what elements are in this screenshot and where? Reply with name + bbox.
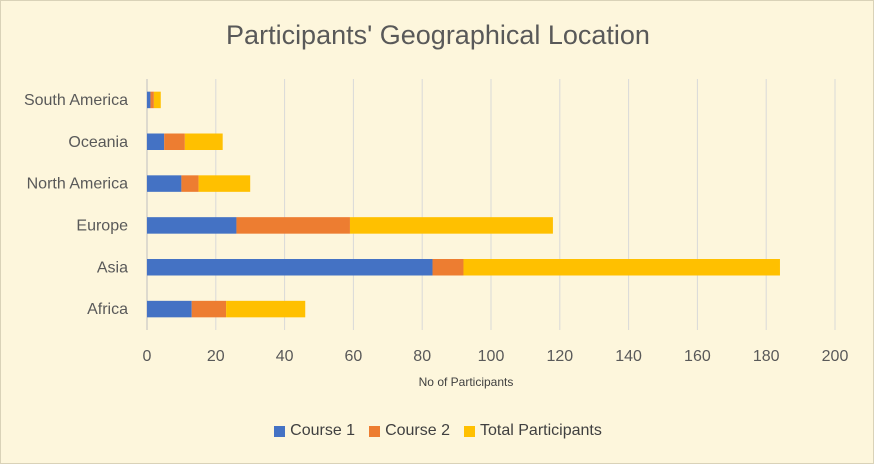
x-tick-label-80: 80 [413,348,431,365]
x-tick-label-140: 140 [615,348,642,365]
y-tick-label-africa: Africa [87,301,128,318]
bar-course-2-europe [236,217,350,234]
bar-course-2-north-america [181,175,199,192]
x-tick-label-0: 0 [143,348,152,365]
bar-course-1-europe [147,217,237,234]
bar-course-1-africa [147,300,192,318]
bar-course-1-oceania [147,133,165,150]
legend-item-total-participants: Total Participants [464,422,602,440]
legend-item-course-1: Course 1 [274,422,355,440]
legend-swatch-course-2 [369,425,381,437]
x-tick-label-100: 100 [478,348,505,365]
bar-total-participants-europe [349,217,553,234]
legend-label-course-1: Course 1 [290,422,356,439]
y-tick-label-north-america: North America [27,176,128,193]
bar-total-participants-asia [463,259,780,276]
legend-label-total-participants: Total Participants [480,422,602,439]
x-tick-label-200: 200 [822,348,849,365]
y-tick-label-south-america: South America [24,92,128,109]
bar-course-2-asia [432,259,464,276]
bar-total-participants-oceania [184,133,223,150]
bar-course-2-south-america [150,91,154,109]
x-tick-label-120: 120 [546,348,573,365]
bar-course-1-north-america [147,175,182,192]
y-tick-label-oceania: Oceania [68,134,128,151]
bar-course-2-oceania [164,133,185,150]
legend-swatch-course-1 [274,425,286,437]
chart-title: Participants' Geographical Location [226,20,650,50]
bar-total-participants-south-america [153,91,161,109]
legend-swatch-total-participants [464,425,475,437]
bar-course-2-africa [191,300,227,318]
x-tick-label-60: 60 [345,348,363,365]
x-tick-label-180: 180 [753,348,780,365]
x-tick-label-160: 160 [684,348,711,365]
x-tick-label-40: 40 [276,348,294,365]
legend: Course 1 Course 2 Total Participants [1,422,874,440]
bar-course-1-asia [147,259,433,276]
bar-total-participants-north-america [198,175,251,192]
y-tick-label-europe: Europe [76,217,128,234]
x-tick-label-20: 20 [207,348,225,365]
bar-course-1-south-america [147,91,151,109]
legend-item-course-2: Course 2 [369,422,450,440]
bar-total-participants-africa [226,300,306,318]
y-tick-label-asia: Asia [97,259,128,276]
x-axis-title: No of Participants [418,375,514,389]
legend-label-course-2: Course 2 [385,422,450,439]
